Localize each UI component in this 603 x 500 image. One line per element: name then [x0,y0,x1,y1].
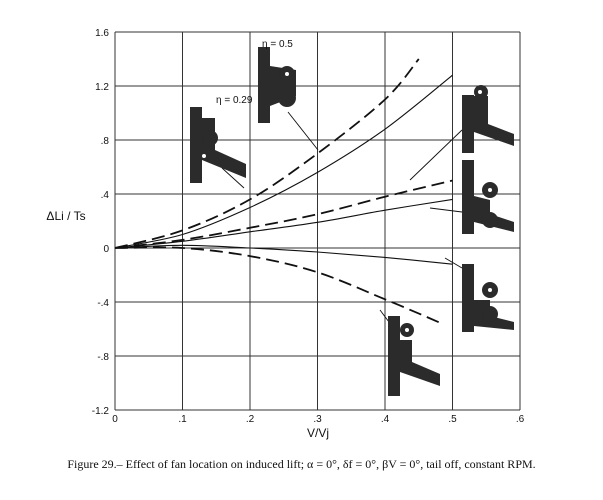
silhouette-right-lower [462,264,514,332]
x-tick-label: .3 [313,414,322,425]
y-tick-label: -.8 [97,352,109,363]
silhouette-eta-0-29 [190,107,246,183]
y-tick-label: 0 [103,244,109,255]
series-line-3 [114,179,453,249]
y-tick-label: 1.2 [95,82,109,93]
series-line-2 [114,74,453,249]
leader-lines [221,111,463,331]
y-tick-label: -1.2 [92,406,110,417]
x-tick-label: .2 [246,414,255,425]
x-tick-label: .4 [381,414,390,425]
data-series [114,58,453,324]
figure-caption: Figure 29.– Effect of fan location on in… [67,457,536,471]
x-axis-label: V/Vj [307,426,329,440]
series-line-6 [114,246,440,324]
grid-lines [114,31,521,411]
y-tick-label: 1.6 [95,28,109,39]
annotation-eta-0-5: η = 0.5 [262,39,293,50]
x-tick-label: 0 [112,414,118,425]
y-tick-label: .8 [101,136,110,147]
annotation-eta-0-29: η = 0.29 [216,95,253,106]
series-line-5 [114,244,453,265]
silhouette-right-top [462,85,514,153]
y-tick-label: .4 [101,190,110,201]
silhouette-bottom [388,316,440,396]
x-tick-label: .1 [178,414,187,425]
silhouette-eta-0-5 [258,47,296,123]
series-line-1 [114,58,420,249]
y-axis-label: ΔLi / Ts [46,209,85,223]
y-tick-label: -.4 [97,298,109,309]
silhouette-right-middle [462,160,514,234]
x-tick-label: .6 [516,414,525,425]
series-line-4 [114,198,453,249]
x-tick-label: .5 [448,414,457,425]
tick-labels: 0 .1 .2 .3 .4 .5 .6 -1.2 -.8 -.4 0 .4 .8 1.2 1.6 [92,28,525,425]
